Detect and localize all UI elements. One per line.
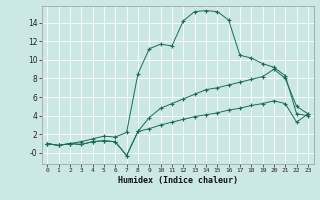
X-axis label: Humidex (Indice chaleur): Humidex (Indice chaleur) [118,176,237,185]
